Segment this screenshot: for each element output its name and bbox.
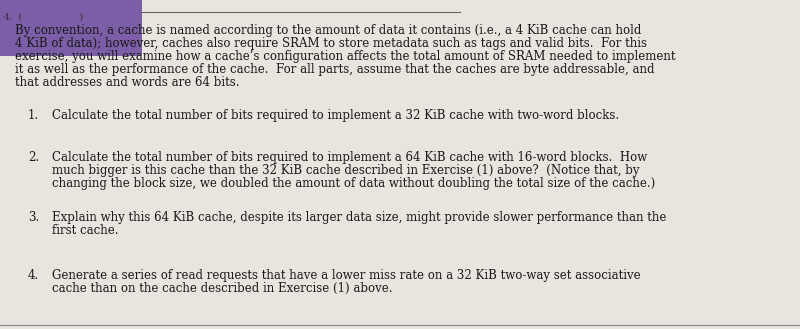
Text: Calculate the total number of bits required to implement a 32 KiB cache with two: Calculate the total number of bits requi… — [52, 109, 619, 122]
Text: much bigger is this cache than the 32 KiB cache described in Exercise (1) above?: much bigger is this cache than the 32 Ki… — [52, 164, 639, 177]
Text: 4 KiB of data); however, caches also require SRAM to store metadata such as tags: 4 KiB of data); however, caches also req… — [15, 37, 647, 50]
Text: it as well as the performance of the cache.  For all parts, assume that the cach: it as well as the performance of the cac… — [15, 63, 654, 76]
Text: Calculate the total number of bits required to implement a 64 KiB cache with 16-: Calculate the total number of bits requi… — [52, 151, 647, 164]
Text: 3.: 3. — [28, 211, 39, 224]
Text: first cache.: first cache. — [52, 224, 118, 237]
Text: 1.: 1. — [28, 109, 39, 122]
Text: Generate a series of read requests that have a lower miss rate on a 32 KiB two-w: Generate a series of read requests that … — [52, 269, 641, 282]
Text: exercise, you will examine how a cache’s configuration affects the total amount : exercise, you will examine how a cache’s… — [15, 50, 675, 63]
Text: changing the block size, we doubled the amount of data without doubling the tota: changing the block size, we doubled the … — [52, 177, 655, 190]
Text: that addresses and words are 64 bits.: that addresses and words are 64 bits. — [15, 76, 239, 89]
Text: 4.  (                    ): 4. ( ) — [4, 13, 83, 22]
Text: By convention, a cache is named according to the amount of data it contains (i.e: By convention, a cache is named accordin… — [15, 24, 642, 37]
Text: 2.: 2. — [28, 151, 39, 164]
Text: 4.: 4. — [28, 269, 39, 282]
Text: cache than on the cache described in Exercise (1) above.: cache than on the cache described in Exe… — [52, 282, 393, 295]
Text: Explain why this 64 KiB cache, despite its larger data size, might provide slowe: Explain why this 64 KiB cache, despite i… — [52, 211, 666, 224]
FancyBboxPatch shape — [0, 0, 142, 56]
